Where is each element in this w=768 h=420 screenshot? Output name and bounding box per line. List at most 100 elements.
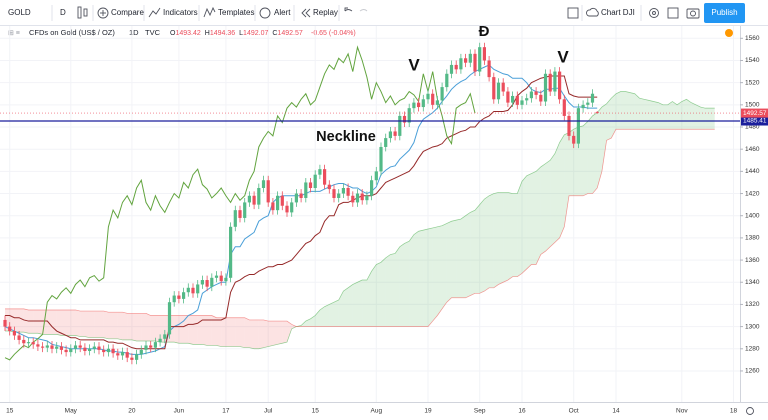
candle-body xyxy=(595,112,599,114)
notice-dot[interactable] xyxy=(725,29,733,37)
replay-icon[interactable] xyxy=(305,8,311,18)
cloud-segment xyxy=(522,175,527,274)
cloud-segment xyxy=(470,210,475,296)
alert-icon[interactable] xyxy=(259,7,271,19)
candle-body xyxy=(243,202,247,218)
candle-body xyxy=(69,348,73,353)
layout-icon[interactable] xyxy=(567,7,579,19)
candle-body xyxy=(153,342,157,348)
candle-body xyxy=(261,180,266,188)
cloud-segment xyxy=(287,321,292,343)
candle-body xyxy=(83,347,87,351)
x-tick-label: 19 xyxy=(424,408,432,415)
replay-button[interactable]: Replay xyxy=(313,8,338,17)
fullscreen-icon[interactable] xyxy=(667,7,679,19)
layout-name[interactable]: Chart DJI xyxy=(601,8,635,17)
templates-icon[interactable] xyxy=(203,6,216,18)
x-tick-label: 20 xyxy=(128,408,136,415)
candle-body xyxy=(590,93,595,103)
candle-body xyxy=(163,334,167,339)
snapshot-icon[interactable] xyxy=(690,10,696,17)
cloud-segment xyxy=(141,313,146,342)
legend-key: H xyxy=(205,30,210,37)
cloud-segment xyxy=(432,226,438,322)
candle-body xyxy=(346,187,350,196)
cloud-segment xyxy=(207,315,212,346)
undo-icon[interactable] xyxy=(344,7,353,12)
candle-body xyxy=(73,345,78,349)
compare-icon[interactable] xyxy=(97,7,109,19)
cloud-segment xyxy=(710,108,715,130)
candle-body xyxy=(440,87,444,101)
candle-body xyxy=(572,135,576,144)
y-tick-label: 1400 xyxy=(745,212,760,219)
candle-body xyxy=(252,195,256,205)
price-badge xyxy=(741,116,768,126)
cloud-segment xyxy=(418,230,424,327)
indicators-icon[interactable] xyxy=(148,7,161,18)
cloud-segment xyxy=(277,321,283,345)
candle-body xyxy=(421,99,425,108)
cloud-segment xyxy=(103,311,109,339)
legend-icon: ⊞ ≡ xyxy=(8,30,20,37)
replay-icon[interactable] xyxy=(301,8,307,18)
cloud-segment xyxy=(550,153,555,247)
publish-button-bg[interactable] xyxy=(704,3,745,23)
y-tick-label: 1560 xyxy=(745,35,760,42)
templates-button[interactable]: Templates xyxy=(218,8,254,17)
interval[interactable]: D xyxy=(60,8,66,17)
axis-settings-icon[interactable] xyxy=(746,407,754,415)
cloud-segment xyxy=(127,313,132,340)
instrument-name: CFDs on Gold (US$ / OZ) xyxy=(29,28,115,37)
x-tick-label: Sep xyxy=(474,408,486,415)
cloud-segment xyxy=(258,319,264,349)
cloud-segment xyxy=(597,107,602,188)
x-tick-label: Jun xyxy=(174,408,185,415)
cloud-segment xyxy=(390,253,396,327)
snapshot-icon[interactable] xyxy=(686,8,700,19)
candle-body xyxy=(50,345,54,349)
cloud-segment xyxy=(282,321,287,344)
candle-body xyxy=(464,58,468,63)
redo-icon[interactable] xyxy=(359,9,368,12)
cloud-segment xyxy=(371,264,377,327)
cloud-segment xyxy=(545,160,551,252)
symbol[interactable]: GOLD xyxy=(8,8,31,17)
cloud-icon[interactable] xyxy=(586,7,599,17)
cloud-segment xyxy=(348,284,353,327)
compare-button[interactable]: Compare xyxy=(111,8,144,17)
cloud-segment xyxy=(23,308,29,334)
cloud-segment xyxy=(37,309,43,335)
candle-body xyxy=(200,280,204,285)
cloud-segment xyxy=(202,315,208,346)
alert-button[interactable]: Alert xyxy=(274,8,291,17)
indicators-button[interactable]: Indicators xyxy=(163,8,198,17)
candle-body xyxy=(59,346,63,350)
candle-body xyxy=(116,353,120,356)
cloud-segment xyxy=(352,282,358,327)
publish-button[interactable]: Publish xyxy=(711,8,737,17)
cloud-segment xyxy=(559,134,565,238)
legend: ⊞ ≡ CFDs on Gold (US$ / OZ) 1D TVC -0.65… xyxy=(8,28,733,37)
candle-body xyxy=(280,195,284,206)
cloud-segment xyxy=(423,229,428,327)
annotation: Đ xyxy=(479,23,490,40)
settings-icon[interactable] xyxy=(652,11,656,15)
bar-style-icon[interactable] xyxy=(77,6,88,19)
cloud-segment xyxy=(630,92,635,130)
candle-body xyxy=(177,295,181,299)
cloud-segment xyxy=(14,308,20,333)
cloud-segment xyxy=(249,319,255,349)
settings-icon[interactable] xyxy=(649,8,659,18)
candle-body xyxy=(341,187,345,194)
cloud-segment xyxy=(94,311,99,338)
candle-body xyxy=(233,210,237,227)
candle-body xyxy=(144,345,148,350)
candle-body xyxy=(318,169,322,175)
cloud-segment xyxy=(291,324,297,329)
candle-body xyxy=(276,195,280,211)
y-tick-label: 1280 xyxy=(745,345,760,352)
candle-body xyxy=(478,47,482,72)
cloud-segment xyxy=(315,309,320,327)
candle-body xyxy=(219,275,223,282)
